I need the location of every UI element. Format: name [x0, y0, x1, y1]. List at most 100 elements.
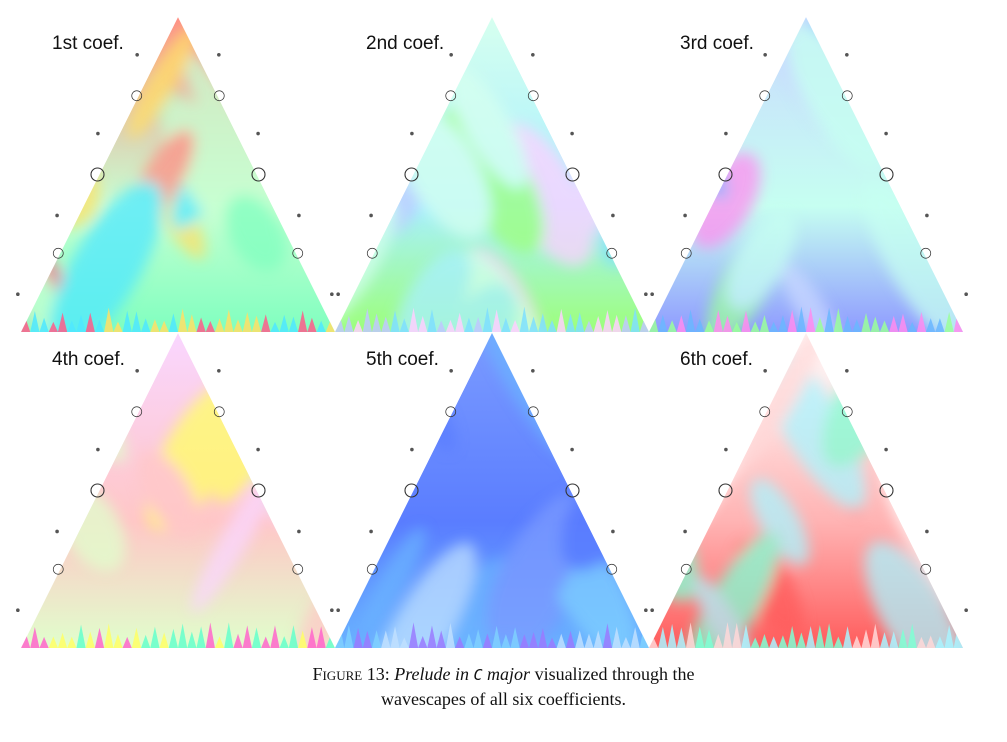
edge-tick-dot: [845, 53, 849, 57]
edge-marker-circle: [920, 563, 932, 575]
edge-tick-dot: [570, 131, 574, 136]
edge-tick-dot: [925, 213, 929, 218]
edge-marker-circle: [879, 483, 894, 498]
edge-tick-dot: [336, 608, 340, 612]
edge-tick-dot: [410, 131, 414, 136]
panel-title: 3rd coef.: [680, 33, 754, 54]
edge-marker-circle: [90, 167, 105, 182]
caption-text-1: visualized through the: [534, 664, 695, 684]
edge-tick-dot: [297, 529, 301, 534]
panel-title: 1st coef.: [52, 33, 124, 54]
edge-marker-circle: [292, 563, 304, 575]
edge-tick-dot: [884, 131, 888, 136]
edge-tick-dot: [16, 292, 20, 297]
edge-marker-circle: [251, 167, 266, 182]
edge-marker-circle: [680, 563, 692, 575]
edge-marker-circle: [841, 90, 853, 102]
edge-marker-circle: [606, 247, 618, 259]
edge-tick-dot: [964, 608, 968, 612]
edge-marker-circle: [759, 406, 771, 418]
edge-tick-dot: [964, 292, 968, 297]
edge-marker-circle: [366, 247, 378, 259]
edge-marker-circle: [841, 406, 853, 418]
edge-tick-dot: [96, 447, 100, 452]
panel-title: 2nd coef.: [366, 33, 444, 54]
edge-marker-circle: [606, 563, 618, 575]
edge-tick-dot: [330, 292, 334, 297]
edge-marker-circle: [131, 90, 143, 102]
edge-marker-circle: [404, 483, 419, 498]
edge-marker-circle: [90, 483, 105, 498]
edge-marker-circle: [718, 167, 733, 182]
wavescape-panel: 1st coef.: [16, 17, 340, 332]
piece-key: C: [473, 666, 483, 684]
wavescape-fill: [21, 333, 335, 648]
edge-tick-dot: [644, 608, 648, 612]
edge-marker-circle: [565, 483, 580, 498]
edge-marker-circle: [251, 483, 266, 498]
edge-marker-circle: [52, 247, 64, 259]
edge-marker-circle: [445, 90, 457, 102]
piece-title-part-1: Prelude in: [394, 664, 470, 684]
edge-tick-dot: [369, 529, 373, 534]
caption-line-1: Figure 13: Prelude in C major visualized…: [0, 662, 1007, 687]
edge-marker-circle: [718, 483, 733, 498]
edge-tick-dot: [884, 447, 888, 452]
wavescape-panels: 1st coef. 2nd coef. 3rd coef. 4th coef. 5th …: [16, 17, 968, 648]
edge-tick-dot: [217, 53, 221, 57]
edge-tick-dot: [724, 447, 728, 452]
wavescape-fill: [649, 17, 963, 332]
panel-title: 6th coef.: [680, 349, 753, 370]
edge-marker-circle: [366, 563, 378, 575]
edge-marker-circle: [680, 247, 692, 259]
edge-marker-circle: [920, 247, 932, 259]
edge-tick-dot: [256, 447, 260, 452]
wavescape-panel: 3rd coef.: [644, 17, 968, 332]
edge-tick-dot: [336, 292, 340, 297]
edge-tick-dot: [369, 213, 373, 218]
edge-tick-dot: [531, 369, 535, 373]
edge-tick-dot: [96, 131, 100, 136]
edge-marker-circle: [213, 406, 225, 418]
piece-title-part-2: major: [487, 664, 531, 684]
edge-tick-dot: [330, 608, 334, 612]
wavescape-fill: [649, 333, 963, 648]
edge-tick-dot: [256, 131, 260, 136]
edge-marker-circle: [527, 406, 539, 418]
figure-caption: Figure 13: Prelude in C major visualized…: [0, 662, 1007, 711]
figure-label: Figure 13:: [312, 664, 390, 684]
edge-tick-dot: [449, 369, 453, 373]
edge-tick-dot: [16, 608, 20, 612]
edge-tick-dot: [55, 529, 59, 534]
edge-tick-dot: [763, 53, 767, 57]
edge-tick-dot: [763, 369, 767, 373]
edge-tick-dot: [925, 529, 929, 534]
edge-tick-dot: [650, 608, 654, 612]
edge-tick-dot: [644, 292, 648, 297]
edge-tick-dot: [845, 369, 849, 373]
panel-title: 5th coef.: [366, 349, 439, 370]
wavescape-fill: [335, 333, 649, 648]
edge-tick-dot: [611, 213, 615, 218]
edge-marker-circle: [292, 247, 304, 259]
edge-tick-dot: [135, 369, 139, 373]
edge-tick-dot: [611, 529, 615, 534]
panel-title: 4th coef.: [52, 349, 125, 370]
edge-marker-circle: [879, 167, 894, 182]
caption-text-2: wavescapes of all six coefficients.: [380, 689, 627, 709]
edge-marker-circle: [565, 167, 580, 182]
edge-tick-dot: [449, 53, 453, 57]
edge-tick-dot: [570, 447, 574, 452]
edge-marker-circle: [445, 406, 457, 418]
edge-tick-dot: [724, 131, 728, 136]
wavescape-panel: 6th coef.: [644, 333, 968, 648]
wavescape-fill: [21, 17, 335, 332]
edge-tick-dot: [410, 447, 414, 452]
wavescape-panel: 4th coef.: [16, 333, 340, 648]
edge-marker-circle: [131, 406, 143, 418]
wavescape-panel: 5th coef.: [330, 333, 654, 648]
caption-line-2: wavescapes of all six coefficients.: [0, 687, 1007, 711]
edge-marker-circle: [404, 167, 419, 182]
edge-marker-circle: [527, 90, 539, 102]
edge-tick-dot: [135, 53, 139, 57]
